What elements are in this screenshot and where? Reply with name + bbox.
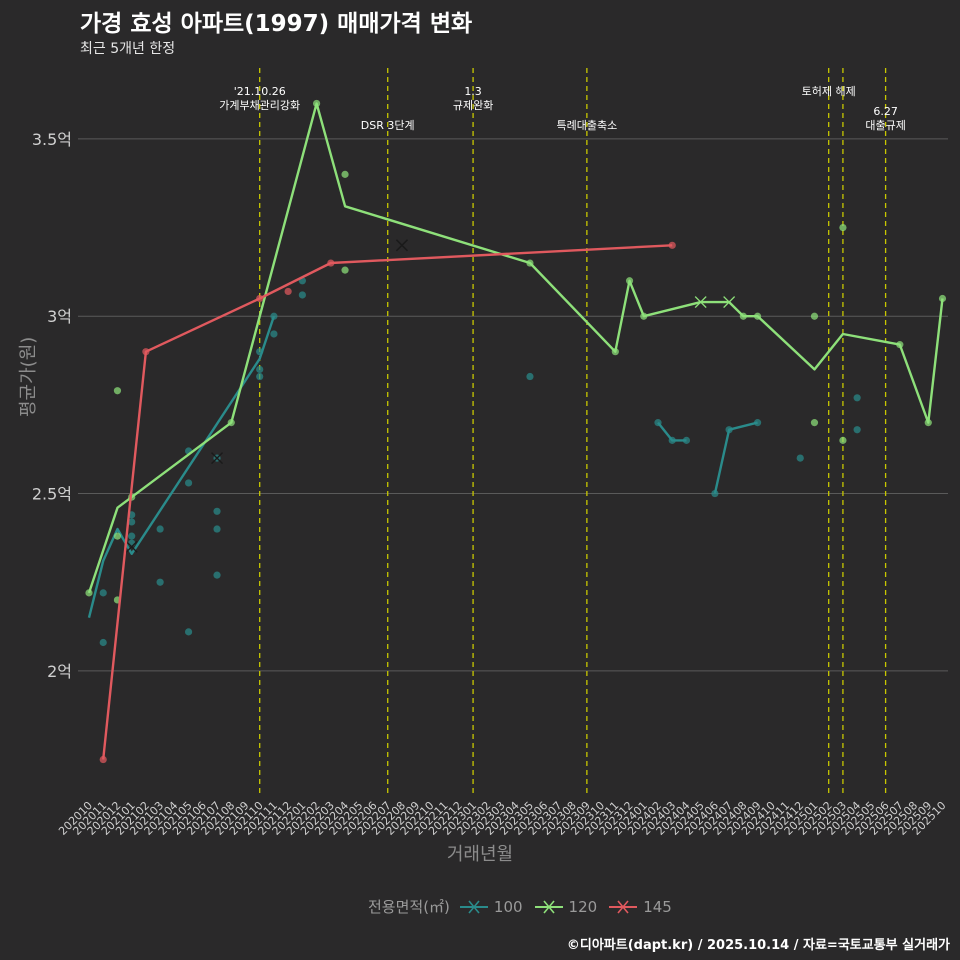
series-100-point	[725, 426, 733, 434]
legend: 전용면적(㎡) 100 120 145	[368, 896, 684, 917]
series-120-cross-marker	[694, 296, 707, 309]
event-label: 가계부채관리강화	[219, 99, 300, 112]
event-label: 대출규제	[865, 119, 905, 132]
series-120-point	[526, 259, 534, 267]
series-120-point	[113, 532, 122, 540]
chart-subtitle: 최근 5개년 한정	[80, 41, 176, 57]
series-120-point	[113, 387, 122, 395]
series-100-point	[526, 372, 534, 381]
series-120-point	[85, 589, 93, 597]
series-100-point	[654, 419, 662, 427]
y-axis-label: 평균가(원)	[18, 336, 39, 417]
y-tick-label: 2.5억	[32, 485, 72, 504]
y-tick-label: 3.5억	[32, 130, 72, 149]
series-120-point	[924, 419, 932, 427]
chart-title: 가경 효성 아파트(1997) 매매가격 변화	[80, 11, 473, 37]
x-axis-label: 거래년월	[446, 844, 514, 865]
series-145-point	[142, 348, 150, 356]
series-100-point	[668, 436, 676, 444]
series-100-point	[184, 628, 193, 636]
series-120-point	[739, 312, 747, 320]
series-120-point	[810, 419, 819, 427]
series-120-point	[341, 266, 349, 274]
series-100-point	[156, 525, 164, 533]
y-tick-label: 2억	[47, 662, 72, 681]
series-100-point	[213, 525, 221, 533]
series-100-point	[128, 518, 136, 526]
source-caption: ©디아파트(dapt.kr) / 2025.10.14 / 자료=국토교통부 실…	[566, 938, 950, 953]
series-100-point	[213, 507, 221, 515]
series-100-point	[853, 426, 861, 434]
series-120-point	[341, 170, 349, 178]
series-120-line	[87, 102, 944, 594]
series-100-point	[796, 454, 804, 462]
series-100-point	[128, 532, 136, 540]
event-label: 규제완화	[453, 99, 493, 112]
series-145-cross-marker	[395, 239, 408, 252]
series-100-point	[853, 394, 861, 402]
series-120-point	[938, 294, 947, 303]
x-axis-ticks: 2020102020112020122021012021022021032021…	[56, 799, 948, 838]
series-120-point	[839, 223, 847, 232]
grid-lines	[78, 138, 948, 672]
event-label: 토허제 해제	[802, 84, 856, 98]
series-145-point	[327, 259, 335, 267]
series-100-line	[713, 421, 758, 494]
series-100-point	[99, 638, 107, 647]
legend-item-120[interactable]: 120	[534, 897, 598, 917]
series-120-point	[640, 312, 648, 320]
series-100-point	[99, 589, 107, 597]
series-120-point	[810, 312, 819, 320]
series-120-point	[227, 419, 235, 427]
legend-key-100-icon	[459, 899, 488, 914]
legend-item-145[interactable]: 145	[609, 897, 672, 917]
series-100-point	[128, 539, 136, 547]
series-100-point	[711, 489, 719, 498]
y-axis-ticks: 2억 2.5억 3억 3.5억	[32, 130, 72, 681]
series-100-point	[256, 372, 264, 381]
legend-label-120: 120	[568, 897, 598, 916]
legend-item-100[interactable]: 100	[459, 897, 523, 917]
series-100-point	[682, 436, 691, 444]
legend-label-145: 145	[643, 897, 672, 916]
event-label: DSR 3단계	[361, 119, 415, 132]
series-145-point	[668, 241, 676, 249]
event-label: 1.3	[464, 85, 482, 98]
series-100-point	[156, 578, 164, 586]
series-100-line	[87, 315, 276, 618]
series-100-cross-marker	[211, 452, 224, 465]
series-100-point	[256, 365, 264, 374]
series-100-point	[256, 348, 264, 356]
series-100-point	[753, 419, 762, 427]
series-145-point	[256, 294, 264, 303]
series-120-point	[625, 277, 634, 285]
event-label: 6.27	[873, 105, 898, 118]
legend-key-120-icon	[534, 899, 563, 914]
series-100-cross-marker	[125, 540, 138, 553]
series-145-point	[284, 287, 292, 296]
series-120-point	[839, 436, 847, 444]
series-120-point	[896, 341, 904, 349]
series-100-point	[270, 312, 278, 320]
series-layer	[85, 99, 947, 764]
y-tick-label: 3억	[47, 307, 72, 326]
series-100-point	[184, 479, 193, 487]
series-120-cross-marker	[723, 296, 736, 309]
series-120-point	[313, 99, 321, 108]
series-120-point	[753, 312, 762, 320]
legend-title: 전용면적(㎡)	[368, 898, 450, 916]
series-120-point	[611, 348, 619, 356]
event-label: '21.10.26	[234, 85, 286, 98]
series-145-point	[99, 755, 107, 764]
legend-label-100: 100	[493, 897, 523, 916]
event-label: 특례대출축소	[557, 119, 618, 132]
series-100-point	[298, 291, 306, 299]
series-100-point	[270, 330, 278, 338]
series-100-point	[213, 571, 221, 579]
legend-key-145-icon	[609, 899, 638, 914]
